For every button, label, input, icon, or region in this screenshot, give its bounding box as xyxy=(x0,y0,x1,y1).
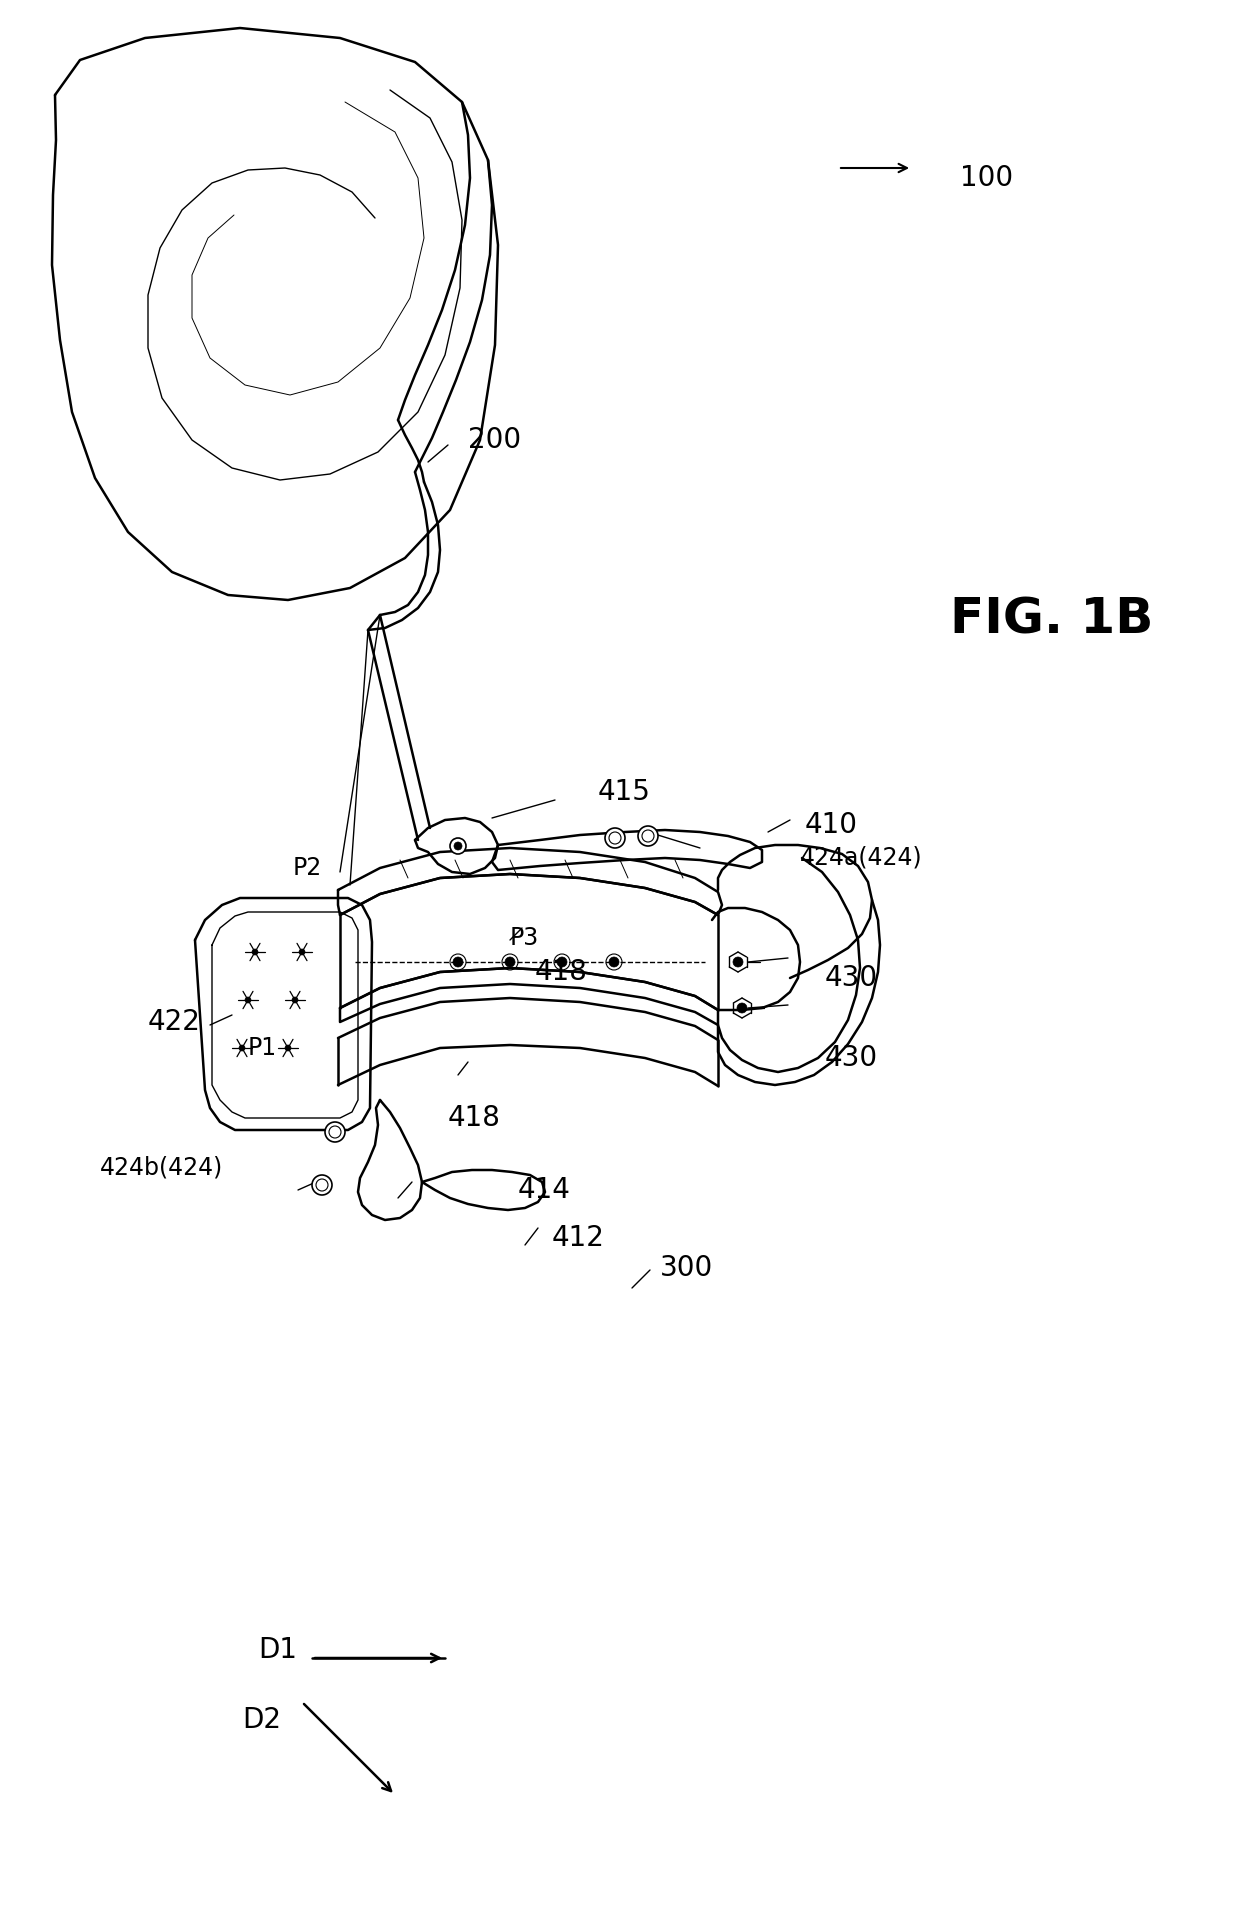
Text: 424a(424): 424a(424) xyxy=(800,846,923,871)
Text: 410: 410 xyxy=(805,811,858,838)
Circle shape xyxy=(454,842,463,850)
Text: P2: P2 xyxy=(293,855,322,880)
Text: 414: 414 xyxy=(518,1176,570,1205)
Circle shape xyxy=(239,1045,246,1051)
Circle shape xyxy=(609,957,619,967)
Circle shape xyxy=(737,1003,746,1013)
Text: 430: 430 xyxy=(825,965,878,992)
Circle shape xyxy=(605,829,625,848)
Text: 100: 100 xyxy=(960,165,1013,192)
Text: 422: 422 xyxy=(148,1009,201,1036)
Circle shape xyxy=(285,1045,291,1051)
Circle shape xyxy=(733,957,743,967)
Circle shape xyxy=(312,1176,332,1195)
Text: FIG. 1B: FIG. 1B xyxy=(950,596,1153,644)
Text: 418: 418 xyxy=(448,1105,501,1132)
Circle shape xyxy=(557,957,567,967)
Text: 300: 300 xyxy=(660,1254,713,1281)
Circle shape xyxy=(639,827,658,846)
Circle shape xyxy=(246,997,250,1003)
Circle shape xyxy=(450,838,466,854)
Text: 412: 412 xyxy=(552,1224,605,1252)
Text: 415: 415 xyxy=(598,779,651,806)
Text: P1: P1 xyxy=(248,1036,277,1061)
Circle shape xyxy=(252,949,258,955)
Text: D2: D2 xyxy=(242,1705,281,1734)
Circle shape xyxy=(325,1122,345,1141)
Text: 424b(424): 424b(424) xyxy=(100,1157,223,1180)
Circle shape xyxy=(505,957,515,967)
Text: 430: 430 xyxy=(825,1043,878,1072)
Circle shape xyxy=(453,957,463,967)
Text: 200: 200 xyxy=(467,426,521,455)
Circle shape xyxy=(291,997,298,1003)
Text: P3: P3 xyxy=(510,926,539,949)
Text: D1: D1 xyxy=(258,1636,298,1665)
Text: 418: 418 xyxy=(534,957,588,986)
Circle shape xyxy=(299,949,305,955)
